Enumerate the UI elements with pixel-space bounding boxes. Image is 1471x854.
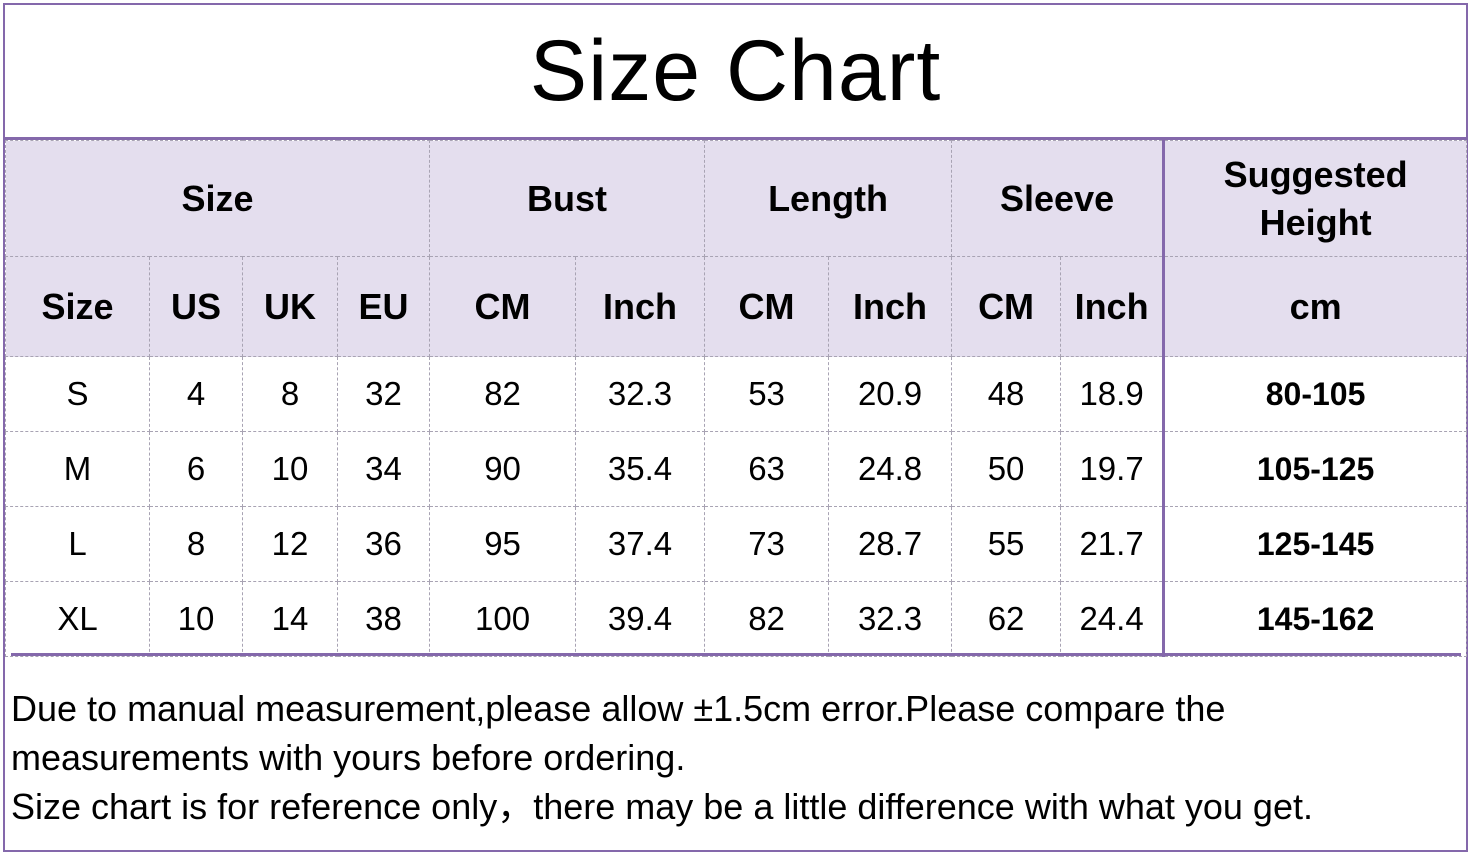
sub-header-row: Size US UK EU CM Inch CM Inch CM Inch cm [5, 256, 1468, 357]
table-cell: 100 [429, 581, 577, 657]
table-cell: 82 [429, 356, 577, 432]
sub-header-cell: cm [1162, 256, 1468, 357]
table-cell: 21.7 [1060, 506, 1165, 582]
table-cell: 37.4 [575, 506, 706, 582]
size-chart: Size Chart Size Bust Length Sleeve Suggested… [3, 3, 1468, 852]
table-cell: 8 [149, 506, 243, 582]
table-cell: S [5, 356, 150, 432]
header-group-cell: Sleeve [951, 140, 1165, 257]
sub-header-cell: EU [336, 256, 431, 357]
sub-header-cell: CM [704, 256, 830, 357]
sub-header-cell: CM [951, 256, 1062, 357]
table-cell: L [5, 506, 150, 582]
header-group-cell: Size [4, 140, 431, 257]
sub-header-cell: Inch [828, 256, 953, 357]
table-cell: 20.9 [828, 356, 953, 432]
sub-header-cell: Inch [1060, 256, 1165, 357]
table-cell: 145-162 [1162, 581, 1468, 657]
sub-header-cell: UK [242, 256, 338, 357]
table-cell: 10 [149, 581, 243, 657]
table-cell: 62 [951, 581, 1062, 657]
note-line: Size chart is for reference only，there m… [11, 786, 1313, 827]
table-cell: 48 [951, 356, 1062, 432]
table-cell: 32.3 [575, 356, 706, 432]
table-cell: 24.8 [828, 431, 953, 507]
header-group-cell: Length [704, 140, 953, 257]
sub-header-cell: CM [429, 256, 577, 357]
table-cell: 36 [336, 506, 431, 582]
table-cell: 8 [242, 356, 338, 432]
header-group-cell: Suggested Height [1162, 140, 1468, 257]
table-cell: 19.7 [1060, 431, 1165, 507]
chart-title: Size Chart [5, 5, 1466, 140]
table-cell: 39.4 [575, 581, 706, 657]
table-cell: 32.3 [828, 581, 953, 657]
header-group-row: Size Bust Length Sleeve Suggested Height [4, 140, 1468, 257]
table-cell: 18.9 [1060, 356, 1165, 432]
table-cell: 95 [429, 506, 577, 582]
table-cell: 4 [149, 356, 243, 432]
table-cell: 53 [704, 356, 830, 432]
header-group-cell: Bust [429, 140, 706, 257]
table-row: L 8 12 36 95 37.4 73 28.7 55 21.7 125-145 [5, 506, 1468, 582]
table-cell: 80-105 [1162, 356, 1468, 432]
table-cell: 90 [429, 431, 577, 507]
table-row: XL 10 14 38 100 39.4 82 32.3 62 24.4 145-162 [5, 581, 1468, 657]
table-cell: 38 [336, 581, 431, 657]
table-cell: 82 [704, 581, 830, 657]
measurement-note: Due to manual measurement,please allow ±… [11, 653, 1461, 831]
size-table: Size Bust Length Sleeve Suggested Height Size U… [4, 140, 1468, 657]
table-cell: 55 [951, 506, 1062, 582]
table-cell: 105-125 [1162, 431, 1468, 507]
note-line: measurements with yours before ordering. [11, 737, 686, 778]
table-cell: 32 [336, 356, 431, 432]
table-cell: 12 [242, 506, 338, 582]
table-cell: 28.7 [828, 506, 953, 582]
sub-header-cell: Inch [575, 256, 706, 357]
table-cell: 35.4 [575, 431, 706, 507]
table-cell: 6 [149, 431, 243, 507]
table-row: S 4 8 32 82 32.3 53 20.9 48 18.9 80-105 [5, 356, 1468, 432]
sub-header-cell: Size [5, 256, 150, 357]
table-cell: 14 [242, 581, 338, 657]
table-cell: 50 [951, 431, 1062, 507]
table-cell: 24.4 [1060, 581, 1165, 657]
table-row: M 6 10 34 90 35.4 63 24.8 50 19.7 105-125 [5, 431, 1468, 507]
sub-header-cell: US [149, 256, 243, 357]
table-cell: 73 [704, 506, 830, 582]
table-cell: M [5, 431, 150, 507]
table-cell: XL [5, 581, 150, 657]
table-cell: 63 [704, 431, 830, 507]
note-line: Due to manual measurement,please allow ±… [11, 688, 1226, 729]
table-cell: 125-145 [1162, 506, 1468, 582]
table-cell: 10 [242, 431, 338, 507]
table-cell: 34 [336, 431, 431, 507]
